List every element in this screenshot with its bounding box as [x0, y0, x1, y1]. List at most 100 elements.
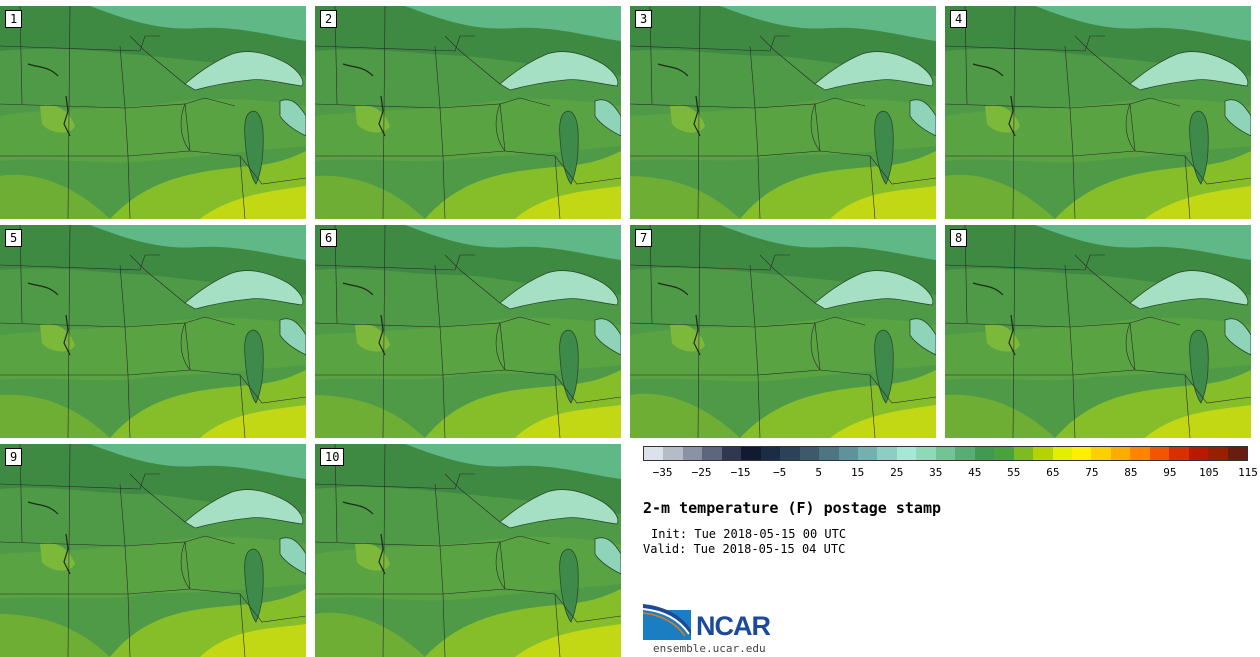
border-line: [439, 322, 506, 376]
warm-region: [315, 612, 425, 657]
border-line: [315, 103, 444, 157]
cold-region: [720, 6, 936, 41]
colorbar-swatch: [760, 447, 781, 460]
lake-michigan: [874, 110, 894, 185]
mild-region: [315, 98, 621, 162]
colorbar-swatch: [896, 447, 917, 460]
river: [342, 501, 386, 575]
hot-region: [515, 186, 621, 219]
colorbar-swatch: [702, 447, 722, 460]
border-line: [759, 35, 866, 107]
member-panel-2: 2: [315, 6, 621, 219]
lake-huron: [279, 318, 306, 356]
river: [657, 63, 701, 137]
river: [27, 282, 71, 356]
temperature-map: [630, 6, 936, 219]
border-line: [495, 322, 621, 404]
warm-patch: [670, 323, 705, 352]
warm-region: [630, 393, 740, 438]
warm-patch: [355, 542, 390, 571]
member-number: 5: [5, 229, 23, 247]
warm-region: [945, 394, 1055, 438]
lake-michigan: [1189, 110, 1209, 185]
colorbar-tick: 5: [815, 466, 822, 479]
lake-superior: [499, 489, 619, 529]
temperature-map: [0, 444, 306, 657]
border-line: [315, 473, 475, 490]
hot-region: [200, 624, 306, 657]
warm-patch: [40, 104, 75, 133]
lake-michigan: [559, 110, 579, 185]
colorbar-swatch: [1071, 447, 1092, 460]
hot-region: [1145, 405, 1251, 438]
colorbar-swatch: [994, 447, 1014, 460]
lake-michigan: [559, 329, 579, 404]
colorbar-tick: 95: [1163, 466, 1177, 479]
colorbar-swatch: [644, 447, 664, 460]
lake-huron: [594, 537, 621, 575]
member-number: 3: [635, 10, 653, 28]
warm-patch: [40, 542, 75, 571]
lake-huron: [594, 99, 621, 137]
hot-region: [515, 624, 621, 657]
colorbar-tick: 45: [968, 466, 982, 479]
mild-region: [315, 317, 621, 380]
warm-region: [0, 394, 110, 438]
colorbar-swatch: [799, 447, 820, 460]
border-line: [945, 322, 1074, 376]
member-panel-7: 7: [630, 225, 936, 438]
border-line: [315, 541, 444, 595]
border-line: [444, 254, 551, 326]
border-line: [180, 322, 306, 404]
border-line: [0, 103, 129, 157]
colorbar-swatch: [1033, 447, 1053, 460]
cold-region: [405, 225, 621, 260]
warm-region: [630, 176, 740, 219]
hot-region: [515, 405, 621, 438]
colorbar-tick: 15: [851, 466, 865, 479]
border-line: [495, 103, 621, 185]
member-panel-8: 8: [945, 225, 1251, 438]
lake-huron: [279, 537, 306, 575]
warm-patch: [985, 323, 1020, 352]
warm-patch: [355, 323, 390, 352]
colorbar-swatch: [741, 447, 761, 460]
mild-region: [0, 98, 306, 163]
cold-region: [1035, 225, 1251, 260]
member-number: 2: [320, 10, 338, 28]
border-line: [810, 103, 936, 185]
warm-patch: [40, 323, 75, 352]
border-line: [630, 322, 759, 376]
colorbar-swatch: [974, 447, 995, 460]
border-line: [1125, 322, 1251, 404]
hot-region: [200, 405, 306, 438]
source-url: ensemble.ucar.edu: [653, 642, 766, 655]
border-line: [945, 254, 1105, 271]
border-line: [0, 473, 160, 490]
member-panel-1: 1: [0, 6, 306, 219]
colorbar-swatch: [1052, 447, 1072, 460]
warm-region: [0, 174, 110, 219]
river: [657, 282, 701, 356]
border-line: [495, 541, 621, 623]
border-line: [1125, 103, 1251, 185]
border-line: [124, 322, 191, 376]
border-line: [315, 35, 475, 52]
temperature-map: [945, 225, 1251, 438]
river: [972, 282, 1016, 356]
lake-superior: [1129, 270, 1249, 310]
border-line: [129, 254, 236, 326]
border-line: [439, 541, 506, 595]
warm-patch: [355, 104, 390, 133]
temperature-colorbar: [643, 446, 1248, 461]
cold-region: [720, 225, 936, 260]
border-line: [129, 35, 236, 107]
colorbar-swatch: [838, 447, 858, 460]
lake-michigan: [244, 110, 264, 185]
mild-region: [945, 98, 1251, 163]
colorbar-swatch: [1188, 447, 1209, 460]
temperature-map: [315, 444, 621, 657]
member-number: 8: [950, 229, 968, 247]
border-line: [1069, 103, 1136, 157]
border-line: [759, 254, 866, 326]
